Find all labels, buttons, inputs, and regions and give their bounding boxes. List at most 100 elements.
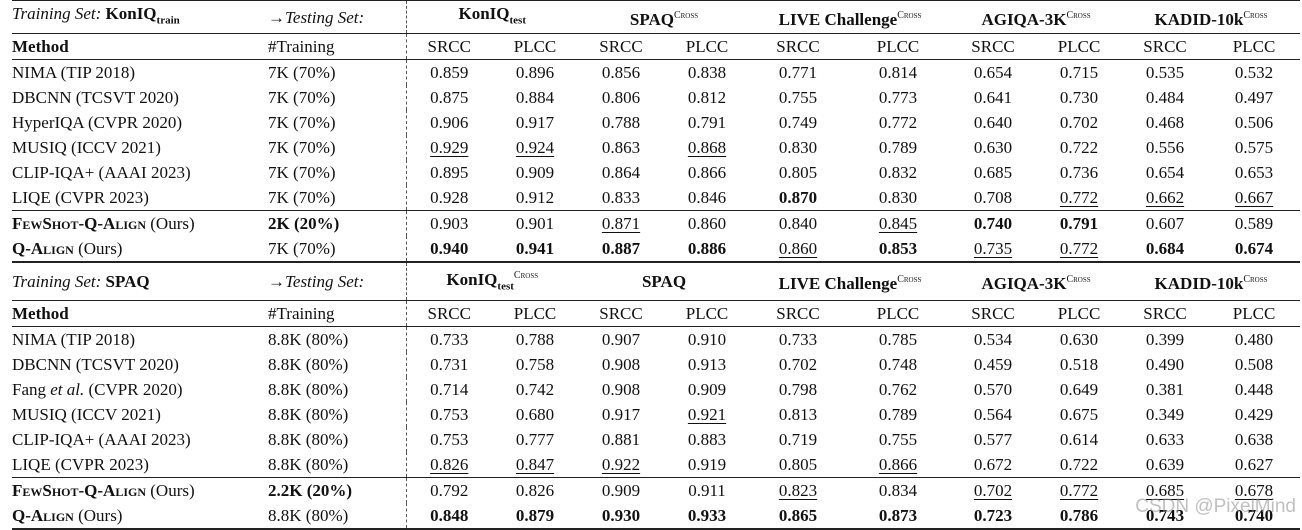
metric-value: 0.715 bbox=[1059, 63, 1099, 83]
value-cell: 0.638 bbox=[1208, 427, 1300, 452]
metric-value: 0.654 bbox=[1145, 163, 1185, 183]
value-cell: 0.786 bbox=[1036, 502, 1123, 530]
metric-value: 0.860 bbox=[687, 214, 727, 234]
metric-value: 0.911 bbox=[688, 480, 726, 500]
metric-value: 0.490 bbox=[1145, 354, 1185, 374]
metric-value: 0.922 bbox=[601, 454, 641, 474]
value-cell: 0.755 bbox=[750, 85, 846, 110]
metric-header: PLCC bbox=[492, 33, 578, 60]
metric-value: 0.570 bbox=[973, 379, 1013, 399]
metric-value: 0.812 bbox=[687, 88, 727, 108]
method-cell: DBCNN (TCSVT 2020) bbox=[12, 85, 268, 110]
metric-value: 0.755 bbox=[878, 429, 918, 449]
metric-value: 0.864 bbox=[601, 163, 641, 183]
metric-value: 0.589 bbox=[1234, 214, 1274, 234]
metric-value: 0.641 bbox=[973, 88, 1013, 108]
method-cell: HyperIQA (CVPR 2020) bbox=[12, 110, 268, 135]
value-cell: 0.881 bbox=[578, 427, 664, 452]
value-cell: 0.736 bbox=[1036, 160, 1122, 185]
value-cell: 0.856 bbox=[578, 59, 664, 86]
method-name: Q-Align bbox=[12, 239, 74, 259]
value-cell: 0.753 bbox=[405, 401, 492, 427]
metric-header: SRCC bbox=[1122, 299, 1209, 327]
value-cell: 0.909 bbox=[578, 476, 664, 503]
metric-value: 0.708 bbox=[973, 188, 1013, 208]
value-cell: 0.929 bbox=[405, 135, 492, 161]
value-cell: 0.448 bbox=[1208, 377, 1300, 402]
value-cell: 0.826 bbox=[492, 476, 578, 503]
value-cell: 0.740 bbox=[1208, 502, 1301, 530]
metric-value: 0.772 bbox=[1059, 239, 1099, 259]
table-row: Q-Align (Ours) 7K (70%) 0.940 0.941 0.887 0.8… bbox=[12, 236, 1300, 263]
value-cell: 0.912 bbox=[492, 185, 578, 211]
metric-value: 0.630 bbox=[1059, 329, 1099, 349]
value-cell: 0.909 bbox=[664, 377, 750, 402]
value-cell: 0.813 bbox=[750, 402, 846, 427]
metric-header: PLCC bbox=[492, 299, 578, 327]
value-cell: 0.805 bbox=[750, 452, 846, 478]
table-row: CLIP-IQA+ (AAAI 2023) 7K (70%) 0.895 0.909 0… bbox=[12, 160, 1300, 186]
value-cell: 0.789 bbox=[846, 135, 950, 160]
value-cell: 0.910 bbox=[664, 325, 751, 352]
value-cell: 0.506 bbox=[1208, 110, 1300, 135]
value-cell: 0.480 bbox=[1208, 325, 1301, 352]
metric-value: 0.468 bbox=[1145, 113, 1185, 133]
value-cell: 0.873 bbox=[846, 502, 951, 530]
value-cell: 0.871 bbox=[578, 210, 664, 237]
method-cell: NIMA (TIP 2018) bbox=[12, 325, 268, 352]
metric-value: 0.733 bbox=[778, 329, 818, 349]
value-cell: 0.564 bbox=[950, 402, 1036, 427]
value-cell: 0.908 bbox=[578, 377, 664, 402]
value-cell: 0.719 bbox=[750, 427, 846, 452]
metric-header: PLCC bbox=[1036, 299, 1123, 327]
table-row: DBCNN (TCSVT 2020) 7K (70%) 0.875 0.884 0.80… bbox=[12, 85, 1300, 111]
table-row: LIQE (CVPR 2023) 8.8K (80%) 0.826 0.847 0.92… bbox=[12, 451, 1300, 478]
value-cell: 0.884 bbox=[492, 85, 578, 110]
dataset-header: LIVE ChallengeCross bbox=[750, 0, 951, 34]
value-cell: 0.749 bbox=[750, 110, 846, 135]
dataset-header: KADID-10kCross bbox=[1122, 261, 1301, 301]
metric-value: 0.906 bbox=[430, 113, 469, 133]
metric-value: 0.748 bbox=[878, 354, 918, 374]
metric-value: 0.788 bbox=[515, 329, 555, 349]
metric-value: 0.886 bbox=[687, 239, 727, 259]
value-cell: 0.702 bbox=[750, 352, 846, 377]
value-cell: 0.685 bbox=[1122, 476, 1209, 503]
value-cell: 0.497 bbox=[1208, 85, 1300, 110]
table-row: NIMA (TIP 2018) 8.8K (80%) 0.733 0.788 0.907… bbox=[12, 325, 1301, 352]
value-cell: 0.840 bbox=[750, 210, 847, 237]
value-cell: 0.788 bbox=[492, 325, 578, 352]
metric-value: 0.912 bbox=[515, 188, 555, 208]
value-cell: 0.381 bbox=[1122, 377, 1208, 402]
metric-header: SRCC bbox=[1122, 33, 1209, 60]
value-cell: 0.429 bbox=[1208, 402, 1300, 427]
metric-value: 0.627 bbox=[1234, 454, 1274, 474]
value-cell: 0.860 bbox=[664, 210, 751, 237]
value-cell: 0.468 bbox=[1122, 110, 1208, 135]
value-cell: 0.758 bbox=[492, 352, 578, 377]
metric-header: SRCC bbox=[405, 299, 492, 327]
value-cell: 0.917 bbox=[492, 110, 578, 135]
value-cell: 0.577 bbox=[950, 427, 1036, 452]
method-name: NIMA (TIP 2018) bbox=[12, 63, 136, 83]
value-cell: 0.685 bbox=[950, 160, 1036, 185]
value-cell: 0.911 bbox=[664, 476, 751, 503]
table-row: FewShot-Q-Align (Ours) 2.2K (20%) 0.792 0.8… bbox=[12, 476, 1301, 503]
results-table: Training Set: KonIQtrain →Testing Set: Kon… bbox=[12, 0, 1301, 530]
method-cell: LIQE (CVPR 2023) bbox=[12, 452, 268, 478]
value-cell: 0.919 bbox=[664, 452, 750, 478]
table-row: FewShot-Q-Align (Ours) 2K (20%) 0.903 0.901… bbox=[12, 210, 1301, 237]
training-count: 8.8K (80%) bbox=[268, 404, 349, 424]
table-row: NIMA (TIP 2018) 7K (70%) 0.859 0.896 0.856 0.… bbox=[12, 59, 1301, 86]
metric-value: 0.871 bbox=[601, 214, 641, 234]
value-cell: 0.733 bbox=[750, 325, 847, 352]
metric-header: SRCC bbox=[578, 33, 664, 60]
value-cell: 0.789 bbox=[846, 402, 950, 427]
value-cell: 0.922 bbox=[578, 452, 664, 478]
metric-value: 0.834 bbox=[878, 480, 918, 500]
metric-value: 0.859 bbox=[430, 63, 469, 83]
value-cell: 0.832 bbox=[846, 160, 950, 185]
metric-value: 0.730 bbox=[1059, 88, 1099, 108]
value-cell: 0.649 bbox=[1036, 377, 1122, 402]
value-cell: 0.702 bbox=[950, 476, 1037, 503]
